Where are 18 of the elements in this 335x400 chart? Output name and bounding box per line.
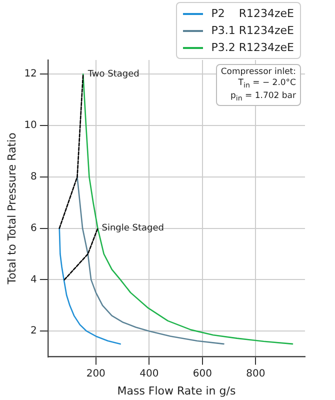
x-tick-label: 800: [246, 368, 266, 380]
y-tick-label: 10: [24, 120, 37, 132]
legend-label: P2 R1234zeE: [211, 6, 294, 22]
annotation: Single Staged: [102, 224, 164, 234]
x-tick-label: 600: [192, 368, 212, 380]
y-tick-label: 8: [30, 172, 37, 183]
y-tick-label: 2: [30, 326, 37, 337]
legend-label: P3.2 R1234zeE: [211, 40, 294, 56]
y-tick-label: 12: [24, 68, 37, 80]
text: Compressor inlet: T$_{in}$ = − 2.0°C p$_{in}$ = 1.702 bar: [220, 67, 296, 102]
x-tick-label: 400: [140, 368, 159, 380]
y-axis-title: Total to Total Pressure Ratio: [5, 132, 18, 286]
annotation: Two Staged: [86, 69, 140, 80]
x-axis-title: Mass Flow Rate in g/s: [117, 384, 236, 398]
legend-label: P3.1 R1234zeE: [211, 23, 294, 39]
y-tick-label: 6: [30, 222, 37, 234]
y-tick-label: 4: [30, 274, 37, 286]
x-tick-label: 200: [86, 368, 106, 380]
